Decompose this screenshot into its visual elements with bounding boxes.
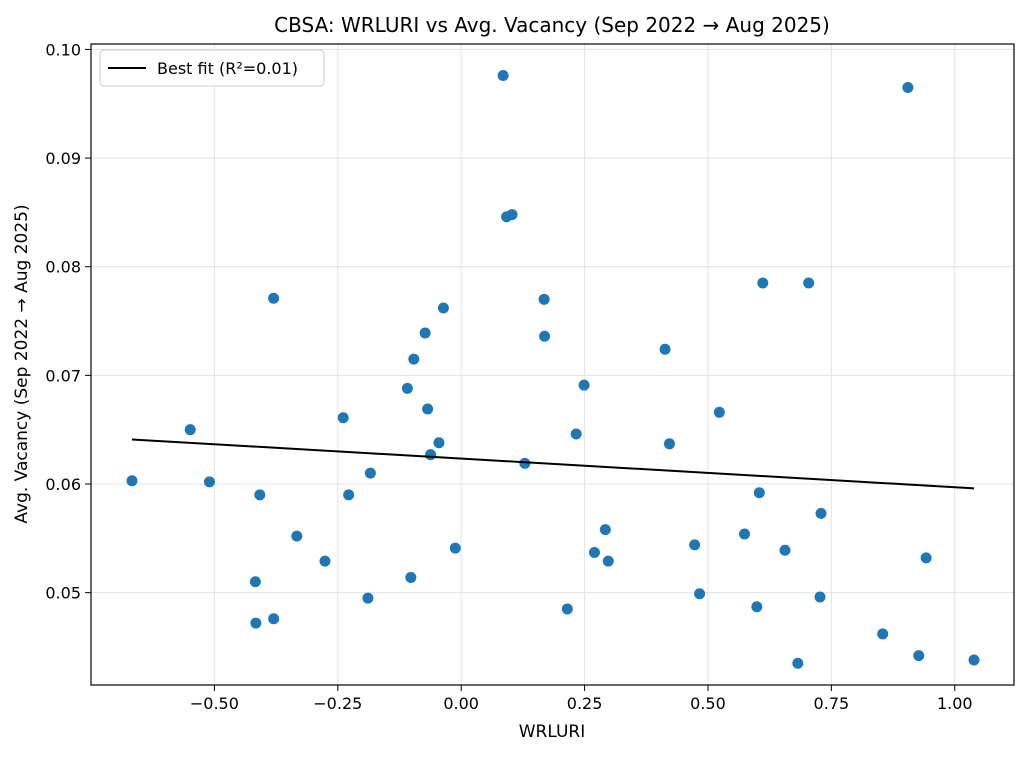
- data-point: [757, 277, 769, 289]
- data-point: [753, 487, 765, 499]
- y-tick-label: 0.10: [45, 40, 81, 59]
- scatter-points: [126, 70, 980, 669]
- data-point: [902, 81, 914, 93]
- data-point: [538, 293, 550, 305]
- data-point: [739, 528, 751, 540]
- data-point: [539, 330, 551, 342]
- data-point: [570, 428, 582, 440]
- data-point: [405, 571, 417, 583]
- data-point: [913, 650, 925, 662]
- best-fit-line: [131, 438, 975, 490]
- y-axis-ticks: 0.05 0.06 0.07 0.08 0.09 0.10: [45, 40, 91, 603]
- data-point: [751, 601, 763, 613]
- data-point: [449, 542, 461, 554]
- data-point: [422, 403, 434, 415]
- y-tick-label: 0.07: [45, 366, 81, 385]
- x-tick-label: 0.50: [690, 694, 726, 713]
- data-point: [401, 382, 413, 394]
- data-point: [250, 617, 262, 629]
- x-axis-label: WRLURI: [519, 722, 586, 742]
- data-point: [602, 555, 614, 567]
- x-tick-label: 0.00: [443, 694, 479, 713]
- legend-box: [99, 49, 325, 87]
- y-tick-label: 0.06: [45, 475, 81, 494]
- data-point: [814, 591, 826, 603]
- data-point: [792, 657, 804, 669]
- data-point: [203, 476, 215, 488]
- data-point: [694, 588, 706, 600]
- data-point: [319, 555, 331, 567]
- data-point: [249, 576, 261, 588]
- grid-lines: [91, 44, 1014, 685]
- legend-label: Best fit (R²=0.01): [157, 59, 298, 78]
- data-point: [588, 546, 600, 558]
- data-point: [779, 544, 791, 556]
- data-point: [268, 292, 280, 304]
- x-tick-label: 1.00: [937, 694, 973, 713]
- data-point: [254, 489, 266, 501]
- data-point: [343, 489, 355, 501]
- legend: Best fit (R²=0.01): [99, 49, 325, 87]
- data-point: [803, 277, 815, 289]
- x-tick-label: 0.75: [814, 694, 850, 713]
- data-point: [362, 592, 374, 604]
- data-point: [184, 424, 196, 436]
- data-point: [519, 457, 531, 469]
- data-point: [599, 524, 611, 536]
- y-tick-label: 0.09: [45, 149, 81, 168]
- data-point: [291, 530, 303, 542]
- data-point: [561, 603, 573, 615]
- data-point: [663, 438, 675, 450]
- data-point: [968, 654, 980, 666]
- x-tick-label: −0.50: [190, 694, 239, 713]
- x-tick-label: 0.25: [567, 694, 603, 713]
- plot-frame: [90, 43, 1015, 686]
- data-point: [659, 343, 671, 355]
- data-point: [419, 327, 431, 339]
- data-point: [437, 302, 449, 314]
- data-point: [337, 412, 349, 424]
- fit-line-group: [131, 438, 975, 490]
- data-point: [433, 437, 445, 449]
- data-point: [408, 353, 420, 365]
- y-tick-label: 0.08: [45, 258, 81, 277]
- data-point: [268, 613, 280, 625]
- data-point: [578, 379, 590, 391]
- x-axis-ticks: −0.50 −0.25 0.00 0.25 0.50 0.75 1.00: [190, 685, 973, 713]
- data-point: [497, 70, 509, 82]
- y-tick-label: 0.05: [45, 584, 81, 603]
- data-point: [364, 467, 376, 479]
- data-point: [425, 449, 437, 461]
- y-axis-label: Avg. Vacancy (Sep 2022 → Aug 2025): [12, 204, 32, 523]
- data-point: [713, 406, 725, 418]
- data-point: [506, 209, 518, 221]
- data-point: [815, 507, 827, 519]
- chart-title: CBSA: WRLURI vs Avg. Vacancy (Sep 2022 →…: [274, 13, 830, 37]
- data-point: [920, 552, 932, 564]
- data-point: [689, 539, 701, 551]
- data-point: [877, 628, 889, 640]
- x-tick-label: −0.25: [313, 694, 362, 713]
- data-point: [126, 475, 138, 487]
